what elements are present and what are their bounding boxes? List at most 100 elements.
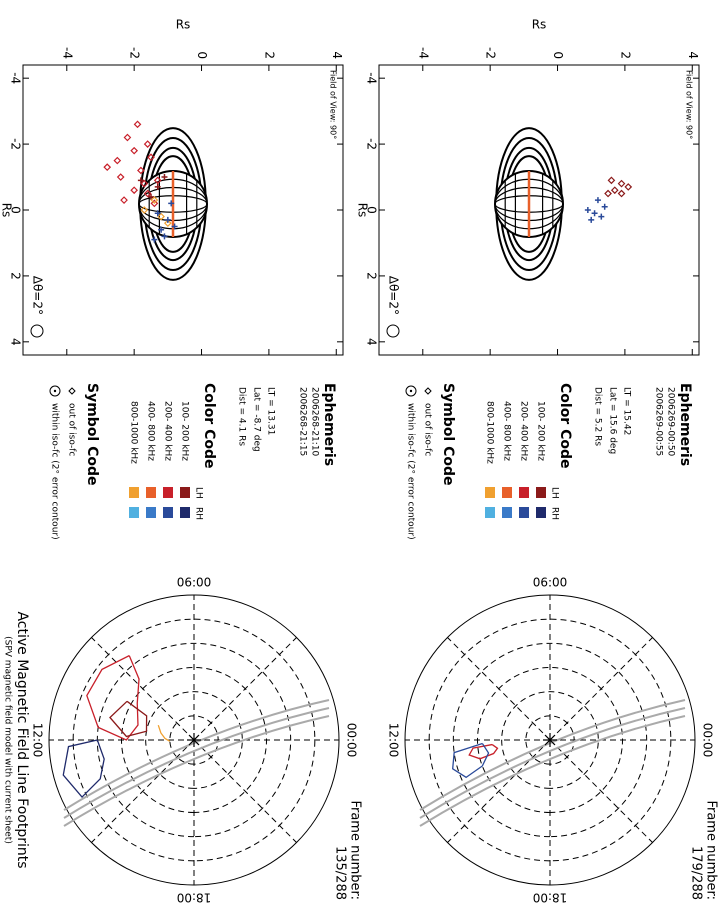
ephemeris-lt: LT = 13.31 — [266, 387, 276, 435]
lt-grid-line — [549, 637, 653, 741]
ephemeris-time: 2006269-00:50 — [666, 387, 676, 457]
lt-tick-label: 00:00 — [345, 723, 359, 758]
x-tick-label: 2 — [9, 272, 23, 280]
y-tick-label: 4 — [686, 51, 700, 59]
rh-swatch — [129, 507, 139, 518]
lt-grid-line — [447, 637, 551, 741]
band-label: 200- 400 kHz — [519, 401, 529, 461]
point — [588, 216, 595, 223]
point — [171, 223, 178, 230]
y-tick-label: -2 — [484, 47, 498, 59]
point — [157, 212, 165, 221]
y-tick-label: 2 — [618, 51, 632, 59]
point — [154, 183, 161, 190]
dtheta-label: Δθ=2° — [387, 276, 401, 315]
center-star — [543, 733, 557, 747]
lt-tick-label: 12:00 — [387, 723, 401, 758]
lh-swatch — [146, 487, 156, 498]
point — [610, 186, 619, 195]
ephemeris-lat: Lat = 15.6 deg — [608, 387, 618, 454]
frame-number: 179/288 — [689, 846, 704, 900]
point — [594, 197, 601, 204]
footprint — [86, 655, 140, 741]
rh-swatch — [485, 507, 495, 518]
ring-arc — [63, 699, 330, 811]
x-tick-label: 2 — [365, 272, 379, 280]
point — [143, 140, 152, 148]
iso-icon-dot — [53, 389, 57, 393]
point — [150, 196, 159, 204]
color-code-title: Color Code — [557, 383, 573, 469]
rh-swatch — [146, 507, 156, 518]
point — [148, 193, 154, 200]
point — [164, 216, 171, 223]
lh-swatch — [163, 487, 173, 498]
ring-arc — [63, 707, 330, 819]
point — [617, 189, 626, 198]
point — [598, 213, 605, 220]
lh-swatch — [129, 487, 139, 498]
point — [168, 200, 175, 207]
iso-icon — [49, 385, 61, 397]
y-axis-label: Rs — [532, 18, 547, 32]
diamond-icon — [424, 387, 432, 395]
dtheta-circle — [386, 324, 400, 338]
footprint — [109, 700, 148, 738]
symbol-item: within iso-fc (2° error contour) — [406, 403, 416, 540]
point — [130, 146, 139, 155]
point — [137, 166, 145, 175]
polarization-label: RH — [194, 507, 204, 520]
footprint — [468, 743, 499, 760]
lt-grid-line — [91, 637, 195, 741]
band-label: 800-1000 kHz — [485, 401, 495, 464]
x-tick-label: -2 — [365, 138, 379, 150]
point — [604, 189, 612, 198]
x-tick-label: 0 — [365, 206, 379, 214]
ephemeris-time: 2006268-21:10 — [310, 387, 320, 457]
y-tick-label: -4 — [416, 47, 430, 59]
point — [584, 207, 591, 213]
y-tick-label: 4 — [330, 51, 344, 59]
y-tick-label: 0 — [195, 51, 209, 59]
point — [140, 206, 149, 214]
legend-title: Ephemeris — [677, 383, 693, 466]
lt-tick-label: 12:00 — [31, 723, 45, 758]
lh-swatch — [502, 487, 512, 498]
point — [151, 236, 158, 243]
colatitude-circle — [501, 691, 599, 789]
point — [154, 210, 161, 217]
ephemeris-dist: Dist = 4.1 Rs — [237, 387, 247, 446]
footprint — [62, 739, 105, 799]
legend-title: Ephemeris — [321, 383, 337, 466]
ring-arc — [419, 707, 686, 819]
symbol-code-title: Symbol Code — [84, 383, 100, 486]
x-tick-label: -4 — [365, 72, 379, 84]
dtheta-label: Δθ=2° — [31, 276, 45, 315]
ephemeris-lat: Lat = -8.7 deg — [252, 387, 262, 452]
point — [140, 179, 149, 188]
band-label: 400- 800 kHz — [502, 401, 512, 461]
subcaption: (SPV magnetic field model with current s… — [3, 636, 13, 844]
point — [137, 177, 144, 184]
ring-arc — [419, 715, 686, 827]
symbol-item: out of iso-fc — [423, 403, 433, 456]
lt-grid-line — [193, 739, 297, 843]
lh-swatch — [519, 487, 529, 498]
rh-swatch — [536, 507, 546, 518]
point — [123, 133, 132, 142]
lt-tick-label: 18:00 — [533, 891, 568, 904]
center-star — [187, 733, 201, 747]
fov-label: Field of View: 90° — [329, 70, 338, 139]
x-tick-label: 4 — [365, 338, 379, 346]
lt-grid-line — [193, 637, 297, 741]
color-code-title: Color Code — [201, 383, 217, 469]
frame-number: 135/288 — [333, 846, 348, 900]
x-axis-label: Rs — [0, 203, 14, 218]
frame-label: Frame number: — [704, 800, 719, 900]
band-label: 200- 400 kHz — [163, 401, 173, 461]
x-tick-label: 0 — [9, 206, 23, 214]
point — [607, 176, 616, 185]
band-label: 100- 200 kHz — [180, 401, 190, 461]
x-tick-label: 4 — [9, 338, 23, 346]
point — [161, 174, 168, 181]
